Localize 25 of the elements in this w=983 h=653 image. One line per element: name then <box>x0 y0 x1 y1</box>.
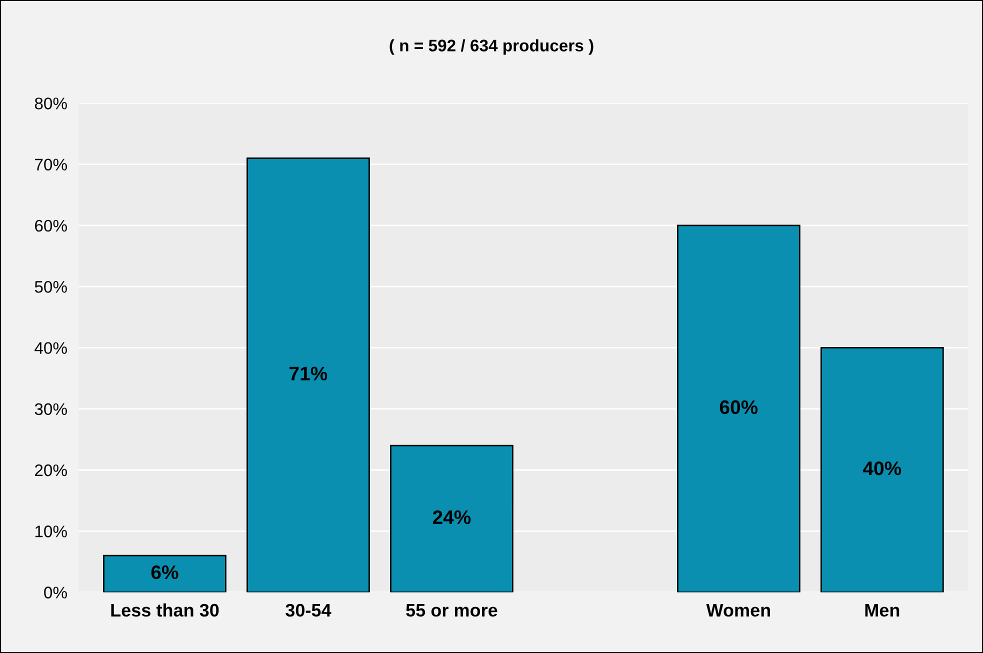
data-label: 6% <box>151 565 178 580</box>
y-tick-label: 50% <box>34 280 67 293</box>
chart-title: ( n = 592 / 634 producers ) <box>390 39 594 55</box>
x-tick-label: 30-54 <box>286 604 332 617</box>
y-tick-label: 60% <box>35 220 67 232</box>
y-tick-label: 70% <box>35 158 67 171</box>
bar <box>820 347 944 592</box>
data-label: 40% <box>863 461 902 476</box>
bar <box>246 158 370 592</box>
x-tick-label: Less than 30 <box>111 603 219 617</box>
x-tick-label: Men <box>865 604 900 617</box>
bar <box>390 444 514 592</box>
y-tick-label: 0% <box>44 586 67 598</box>
data-label: 60% <box>720 400 758 414</box>
bar <box>103 554 226 592</box>
bar <box>677 224 800 592</box>
data-label: 24% <box>432 510 471 524</box>
y-tick-label: 40% <box>34 342 67 354</box>
y-tick-label: 10% <box>35 526 67 538</box>
y-tick-label: 80% <box>34 98 67 110</box>
x-tick-label: 55 or more <box>406 604 498 617</box>
data-label: 71% <box>290 366 328 380</box>
y-tick-label: 20% <box>35 464 67 476</box>
y-tick-label: 30% <box>34 403 67 416</box>
x-tick-label: Women <box>706 604 770 617</box>
